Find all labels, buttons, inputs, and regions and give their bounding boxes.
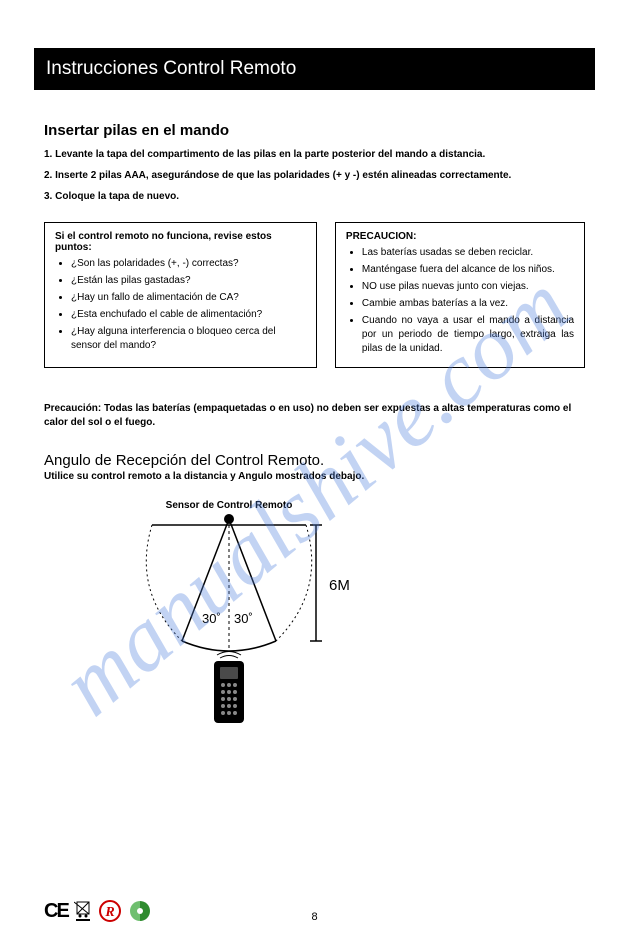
angle-right-label: 30˚	[234, 611, 253, 626]
step-item: 1. Levante la tapa del compartimento de …	[44, 147, 585, 162]
section-angle-subtitle: Utilice su control remoto a la distancia…	[44, 471, 585, 482]
list-item: NO use pilas nuevas junto con viejas.	[362, 280, 574, 294]
distance-label: 6M	[329, 577, 350, 594]
troubleshoot-box: Si el control remoto no funciona, revise…	[44, 222, 317, 368]
caution-text: Precaución: Todas las baterías (empaquet…	[44, 402, 585, 430]
ce-mark-icon: CE	[44, 900, 68, 923]
remote-icon	[214, 652, 244, 724]
precaution-box: PRECAUCION: Las baterías usadas se deben…	[335, 222, 585, 368]
sensor-label: Sensor de Control Remoto	[134, 500, 324, 511]
list-item: ¿Están las pilas gastadas?	[71, 274, 306, 288]
list-item: ¿Hay un fallo de alimentación de CA?	[71, 291, 306, 305]
weee-icon	[74, 899, 92, 923]
svg-text:R: R	[104, 905, 114, 920]
list-item: ¿Hay alguna interferencia o bloqueo cerc…	[71, 325, 306, 353]
rohs-icon: R	[98, 899, 122, 923]
list-item: ¿Esta enchufado el cable de alimentación…	[71, 308, 306, 322]
reception-diagram: Sensor de Control Remoto	[134, 500, 585, 731]
step-item: 3. Coloque la tapa de nuevo.	[44, 189, 585, 204]
section-angle-title: Angulo de Recepción del Control Remoto.	[44, 452, 585, 469]
green-dot-icon	[128, 899, 152, 923]
page-title-bar: Instrucciones Control Remoto	[34, 48, 595, 90]
list-item: Cambie ambas baterías a la vez.	[362, 297, 574, 311]
step-item: 2. Inserte 2 pilas AAA, asegurándose de …	[44, 168, 585, 183]
list-item: ¿Son las polaridades (+, -) correctas?	[71, 257, 306, 271]
page-number: 8	[311, 911, 317, 923]
angle-left-label: 30˚	[202, 611, 221, 626]
list-item: Las baterías usadas se deben reciclar.	[362, 246, 574, 260]
list-item: Cuando no vaya a usar el mando a distanc…	[362, 314, 574, 356]
page-title: Instrucciones Control Remoto	[46, 58, 296, 79]
section-insert-title: Insertar pilas en el mando	[44, 122, 585, 139]
troubleshoot-title: Si el control remoto no funciona, revise…	[55, 231, 306, 253]
angle-diagram-svg	[134, 511, 394, 731]
precaution-title: PRECAUCION:	[346, 231, 574, 242]
list-item: Manténgase fuera del alcance de los niño…	[362, 263, 574, 277]
steps-list: 1. Levante la tapa del compartimento de …	[44, 147, 585, 204]
